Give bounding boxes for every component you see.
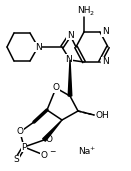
Text: N: N xyxy=(67,30,73,40)
Text: N: N xyxy=(35,43,41,51)
Text: O: O xyxy=(40,150,48,160)
Text: S: S xyxy=(13,155,19,165)
Text: +: + xyxy=(89,147,94,152)
Text: 2: 2 xyxy=(89,11,93,16)
Polygon shape xyxy=(43,120,62,141)
Text: N: N xyxy=(102,28,109,36)
Text: O: O xyxy=(17,128,23,136)
Text: OH: OH xyxy=(95,110,109,120)
Text: Na: Na xyxy=(78,148,90,156)
Text: N: N xyxy=(66,55,72,63)
Text: N: N xyxy=(102,57,109,67)
Text: P: P xyxy=(21,142,27,152)
Text: O: O xyxy=(45,135,52,144)
Text: O: O xyxy=(53,83,59,93)
Text: −: − xyxy=(49,148,55,156)
Polygon shape xyxy=(68,60,72,96)
Text: NH: NH xyxy=(77,6,91,15)
